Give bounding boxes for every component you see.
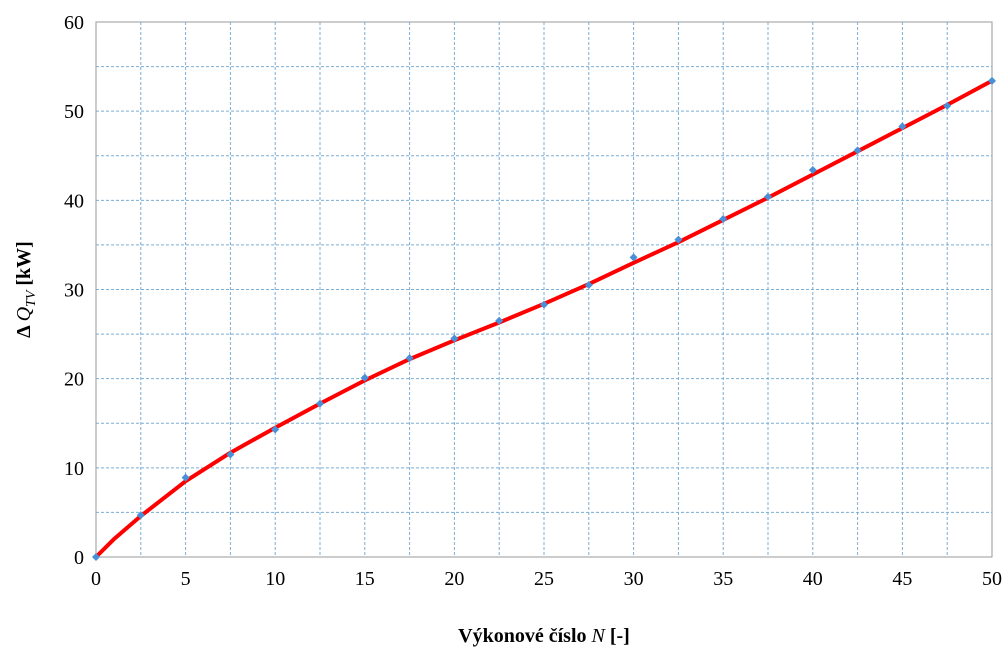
y-axis-title-unit: [kW] (13, 241, 35, 290)
fit-curve (94, 78, 994, 559)
x-axis-title-unit: [-] (605, 625, 630, 647)
x-tick-label: 30 (624, 568, 644, 590)
x-tick-label: 20 (444, 568, 464, 590)
data-point (674, 235, 683, 244)
x-tick-label: 0 (91, 568, 101, 590)
data-point (226, 450, 235, 459)
data-point (719, 215, 728, 224)
data-point (943, 101, 952, 110)
x-tick-label: 15 (355, 568, 375, 590)
data-point (495, 316, 504, 325)
data-point (629, 253, 638, 262)
y-tick-label: 0 (74, 547, 84, 569)
data-point (540, 300, 548, 309)
x-axis-title-prefix: Výkonové číslo (458, 625, 591, 647)
data-point (271, 425, 280, 434)
y-tick-label: 20 (64, 369, 84, 391)
x-tick-label: 50 (982, 568, 1002, 590)
data-point (92, 553, 100, 561)
data-points (92, 76, 996, 561)
data-point (853, 146, 862, 155)
y-axis-title-subscript: TV (24, 289, 39, 307)
data-point (584, 281, 593, 290)
y-tick-label: 10 (64, 458, 84, 480)
y-tick-label: 40 (64, 190, 84, 212)
fit-line (94, 78, 994, 559)
data-point (808, 166, 817, 175)
x-axis-title: Výkonové číslo N [-] (458, 625, 630, 647)
x-tick-label: 45 (892, 568, 912, 590)
y-tick-label: 60 (64, 12, 84, 34)
x-tick-label: 25 (534, 568, 554, 590)
tick-labels: 0 5 10 15 20 25 30 35 40 45 50 0 10 20 30 40 50 60 (64, 12, 1002, 590)
y-tick-label: 50 (64, 101, 84, 123)
data-point (316, 399, 324, 408)
x-tick-label: 35 (713, 568, 733, 590)
y-tick-label: 30 (64, 280, 84, 302)
y-axis-title-prefix: Δ (13, 321, 35, 337)
x-tick-label: 10 (265, 568, 285, 590)
data-point (898, 122, 907, 131)
y-axis-title-symbol: Q (13, 306, 35, 321)
data-point (450, 334, 459, 343)
x-axis-title-symbol: N (591, 625, 607, 647)
data-point (405, 354, 414, 363)
data-point (136, 511, 145, 520)
data-point (360, 373, 369, 382)
data-point (764, 192, 772, 201)
data-point (988, 76, 996, 85)
x-tick-label: 40 (803, 568, 823, 590)
data-point (181, 473, 190, 482)
x-tick-label: 5 (181, 568, 191, 590)
grid (96, 22, 992, 557)
y-axis-title: Δ QTV [kW] (13, 241, 39, 338)
